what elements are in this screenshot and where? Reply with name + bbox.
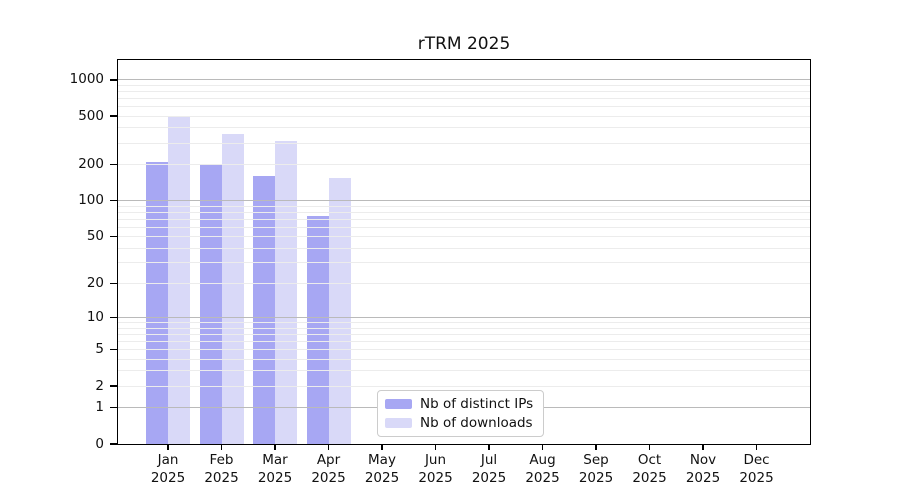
y-tick	[110, 78, 117, 81]
y-tick-label: 500	[78, 107, 104, 124]
legend-swatch-downloads	[385, 418, 412, 428]
legend: Nb of distinct IPs Nb of downloads	[377, 390, 544, 437]
x-tick-label: Sep 2025	[578, 452, 614, 486]
gridline-minor	[118, 226, 810, 228]
bar-distinct-ips	[199, 164, 222, 444]
x-tick	[220, 444, 223, 450]
y-tick	[110, 199, 117, 202]
y-tick	[110, 282, 117, 285]
y-tick	[110, 115, 117, 118]
y-tick	[110, 235, 117, 238]
y-tick-label: 1	[95, 398, 104, 415]
legend-label: Nb of distinct IPs	[420, 396, 534, 412]
bar-downloads	[328, 177, 351, 444]
gridline-minor	[118, 211, 810, 213]
y-tick-label: 10	[86, 309, 104, 326]
x-tick-label: May 2025	[364, 452, 400, 486]
legend-row: Nb of distinct IPs	[385, 396, 543, 412]
y-tick	[110, 348, 117, 351]
gridline-minor	[118, 98, 810, 100]
y-tick-label: 100	[78, 192, 104, 209]
y-tick-label: 20	[86, 274, 104, 291]
legend-label: Nb of downloads	[420, 415, 533, 431]
x-tick-label: Oct 2025	[632, 452, 667, 486]
plot-area	[117, 59, 811, 445]
x-tick-label: Dec 2025	[739, 452, 774, 486]
gridline-minor	[118, 84, 810, 86]
gridline-minor	[118, 127, 810, 129]
gridline-minor	[118, 262, 810, 264]
y-tick	[110, 163, 117, 166]
y-tick	[110, 385, 117, 387]
x-tick	[381, 444, 383, 450]
y-tick-label: 1000	[69, 71, 104, 88]
gridline-minor	[118, 106, 810, 108]
x-tick	[327, 444, 330, 450]
gridline-minor	[118, 91, 810, 92]
x-tick-label: Apr 2025	[311, 452, 346, 486]
y-tick	[110, 406, 117, 409]
x-tick	[541, 444, 544, 450]
bar-downloads	[221, 134, 244, 444]
gridline-minor	[118, 218, 810, 220]
gridline-minor	[118, 340, 810, 342]
gridline-major	[118, 200, 810, 202]
x-tick	[488, 444, 490, 450]
gridline-minor	[118, 205, 810, 207]
gridline-minor	[118, 370, 810, 372]
x-tick-label: Feb 2025	[204, 452, 239, 486]
gridline-minor	[118, 236, 810, 238]
chart-title: rTRM 2025	[417, 34, 511, 54]
x-tick-label: Jul 2025	[471, 452, 507, 486]
gridline-minor	[118, 115, 810, 117]
legend-swatch-distinct-ips	[385, 399, 412, 409]
gridline-major	[118, 79, 810, 81]
y-tick-label: 200	[78, 155, 104, 172]
gridline-minor	[118, 142, 810, 144]
x-tick	[702, 444, 704, 450]
gridline-minor	[118, 333, 810, 335]
y-tick-label: 50	[86, 228, 104, 245]
y-tick-label: 5	[95, 341, 104, 358]
gridline-minor	[118, 358, 810, 360]
bar-distinct-ips	[253, 176, 275, 444]
x-tick-label: Jun 2025	[418, 452, 453, 486]
y-tick-label: 0	[95, 435, 104, 452]
x-tick-label: Mar 2025	[257, 452, 293, 486]
x-tick	[434, 444, 437, 450]
bar-distinct-ips	[146, 161, 168, 444]
x-tick	[274, 444, 276, 450]
bar-downloads	[275, 141, 297, 444]
x-tick	[648, 444, 651, 450]
x-tick	[167, 444, 169, 450]
x-tick-label: Jan 2025	[150, 452, 186, 486]
x-tick-label: Aug 2025	[525, 452, 560, 486]
legend-row: Nb of downloads	[385, 415, 543, 431]
gridline-major	[118, 317, 810, 319]
gridline-minor	[118, 327, 810, 329]
y-tick	[110, 316, 117, 319]
x-tick	[595, 444, 597, 450]
x-tick-label: Nov 2025	[685, 452, 721, 486]
gridline-minor	[118, 282, 810, 284]
gridline-minor	[118, 163, 810, 165]
gridline-minor	[118, 385, 810, 387]
gridline-minor	[118, 349, 810, 351]
bar-distinct-ips	[306, 215, 329, 444]
gridline-minor	[118, 322, 810, 324]
gridline-minor	[118, 247, 810, 249]
y-tick	[110, 443, 117, 445]
bar-downloads	[168, 116, 190, 444]
x-tick	[755, 444, 758, 450]
y-tick-label: 2	[95, 377, 104, 394]
